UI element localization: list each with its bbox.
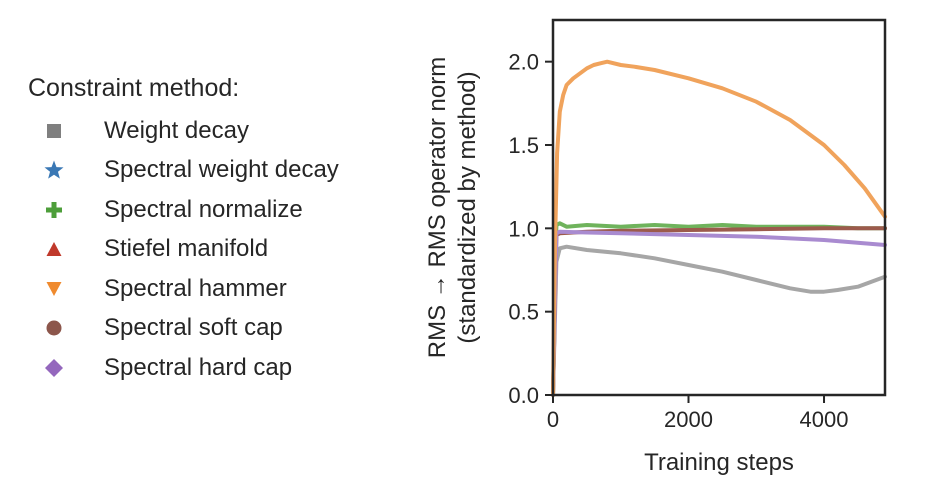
legend-label: Spectral normalize <box>104 195 303 223</box>
legend-label: Spectral hammer <box>104 274 287 302</box>
triangle-up-marker-icon <box>26 237 82 261</box>
legend-items: Weight decay Spectral weight decay Spectra… <box>28 111 339 388</box>
x-axis-label: Training steps <box>644 449 794 476</box>
legend-item: Stiefel manifold <box>28 230 339 270</box>
triangle-down-marker-icon <box>26 277 82 301</box>
series-line <box>551 229 887 397</box>
series-line <box>551 244 887 397</box>
series-line <box>551 221 887 397</box>
y-tick-label: 0.5 <box>508 300 539 325</box>
legend-label: Spectral hard cap <box>104 353 293 381</box>
y-tick-label: 1.5 <box>508 133 539 158</box>
plot-lines <box>551 59 887 397</box>
legend-label: Spectral weight decay <box>104 156 339 184</box>
plot-frame <box>551 18 887 397</box>
square-marker-icon <box>26 119 82 143</box>
legend-item: Spectral weight decay <box>28 151 339 191</box>
x-tick-label: 2000 <box>664 407 713 432</box>
legend-item: Spectral hard cap <box>28 348 339 388</box>
legend-label: Weight decay <box>104 116 249 144</box>
x-tick-label: 0 <box>547 407 559 432</box>
x-tick-label: 4000 <box>800 407 849 432</box>
circle-marker-icon <box>26 316 82 340</box>
legend: Constraint method: Weight decay Spectral … <box>28 74 339 388</box>
legend-item: Weight decay <box>28 111 339 151</box>
y-tick-label: 0.0 <box>508 383 539 408</box>
series-line <box>551 59 887 397</box>
legend-item: Spectral hammer <box>28 269 339 309</box>
y-tick-label: 1.0 <box>508 216 539 241</box>
diamond-marker-icon <box>26 356 82 380</box>
legend-item: Spectral soft cap <box>28 309 339 349</box>
y-axis-label-line2: (standardized by method) <box>454 71 481 343</box>
axis-ticks: 0 2000 4000 0.0 0.5 1.0 1.5 2.0 <box>508 50 848 432</box>
legend-label: Spectral soft cap <box>104 314 283 342</box>
legend-item: Spectral normalize <box>28 190 339 230</box>
legend-title: Constraint method: <box>28 74 240 102</box>
star-marker-icon <box>26 158 82 182</box>
y-axis-label-line1: RMS → RMS operator norm <box>424 57 451 358</box>
legend-label: Stiefel manifold <box>104 235 269 263</box>
plus-marker-icon <box>26 198 82 222</box>
y-tick-label: 2.0 <box>508 50 539 75</box>
